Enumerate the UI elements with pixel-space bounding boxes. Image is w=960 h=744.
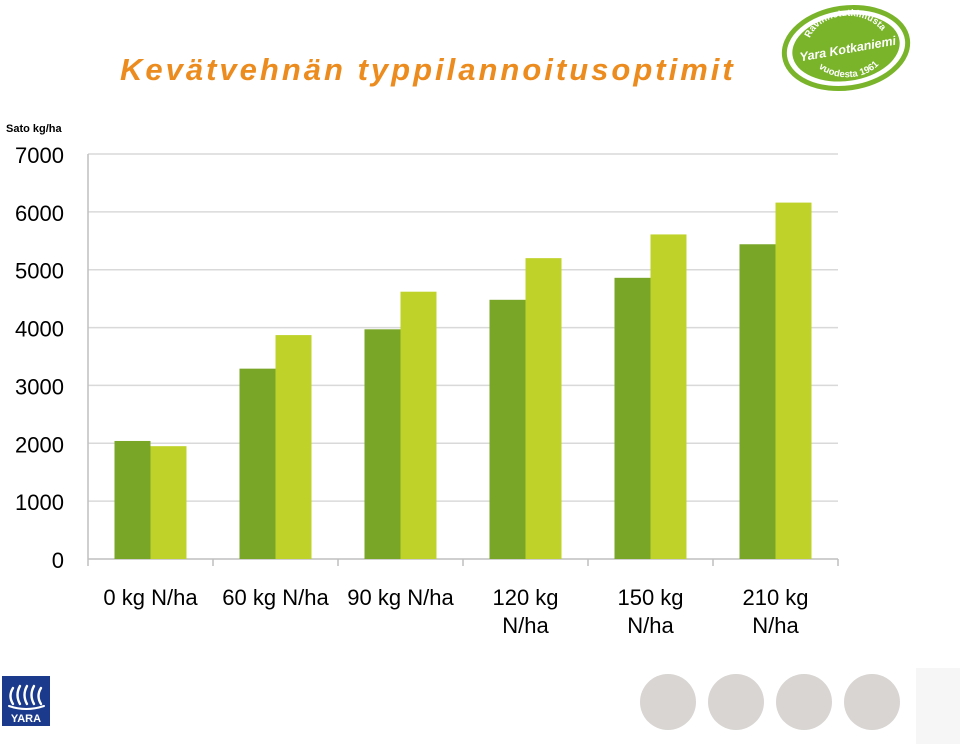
nav-dot [844,674,900,730]
bar-series-1 [739,244,776,559]
yara-logo: YARA [2,676,50,726]
bar-series-1 [489,299,526,559]
bar-series-2 [275,335,312,559]
bar-series-2 [525,258,562,559]
nav-dot [640,674,696,730]
slide-title: Kevätvehnän typpilannoitusoptimit [120,52,736,87]
y-tick-label: 5000 [15,259,64,284]
bar-series-1 [239,368,276,559]
x-tick-label: N/ha [627,613,674,638]
bar-series-2 [650,234,687,559]
bar-series-2 [150,446,187,559]
edge-strip [916,668,960,744]
viking-ship-icon [8,684,45,710]
x-tick-label: N/ha [502,613,549,638]
y-tick-label: 2000 [15,432,64,457]
y-tick-label: 3000 [15,374,64,399]
y-tick-label: 6000 [15,201,64,226]
x-tick-label: 90 kg N/ha [347,585,454,610]
nav-dot [708,674,764,730]
nav-dot [776,674,832,730]
x-tick-label: 210 kg [742,585,808,610]
y-tick-label: 7000 [15,143,64,168]
bar-series-1 [364,329,401,559]
x-tick-label: 0 kg N/ha [103,585,198,610]
yara-kotkaniemi-seal: Ravinnetutkimusta Yara Kotkaniemi vuodes… [781,4,911,92]
x-tick-label: 120 kg [492,585,558,610]
y-tick-label: 0 [52,548,64,573]
seal-inner [792,14,900,82]
yara-logo-text: YARA [11,713,41,725]
bar-series-2 [775,202,812,559]
x-tick-label: N/ha [752,613,799,638]
bar-series-1 [114,440,151,559]
navigation-dots [640,674,902,730]
x-tick-label: 150 kg [617,585,683,610]
yield-bar-chart: 0 1000 2000 3000 4000 5000 6000 7000 Sato kg/ha 0… [6,123,839,638]
y-axis-title: Sato kg/ha [6,123,63,135]
y-tick-label: 4000 [15,317,64,342]
x-tick-label: 60 kg N/ha [222,585,329,610]
bar-series-2 [400,291,437,559]
y-tick-label: 1000 [15,490,64,515]
bar-series-1 [614,277,651,559]
